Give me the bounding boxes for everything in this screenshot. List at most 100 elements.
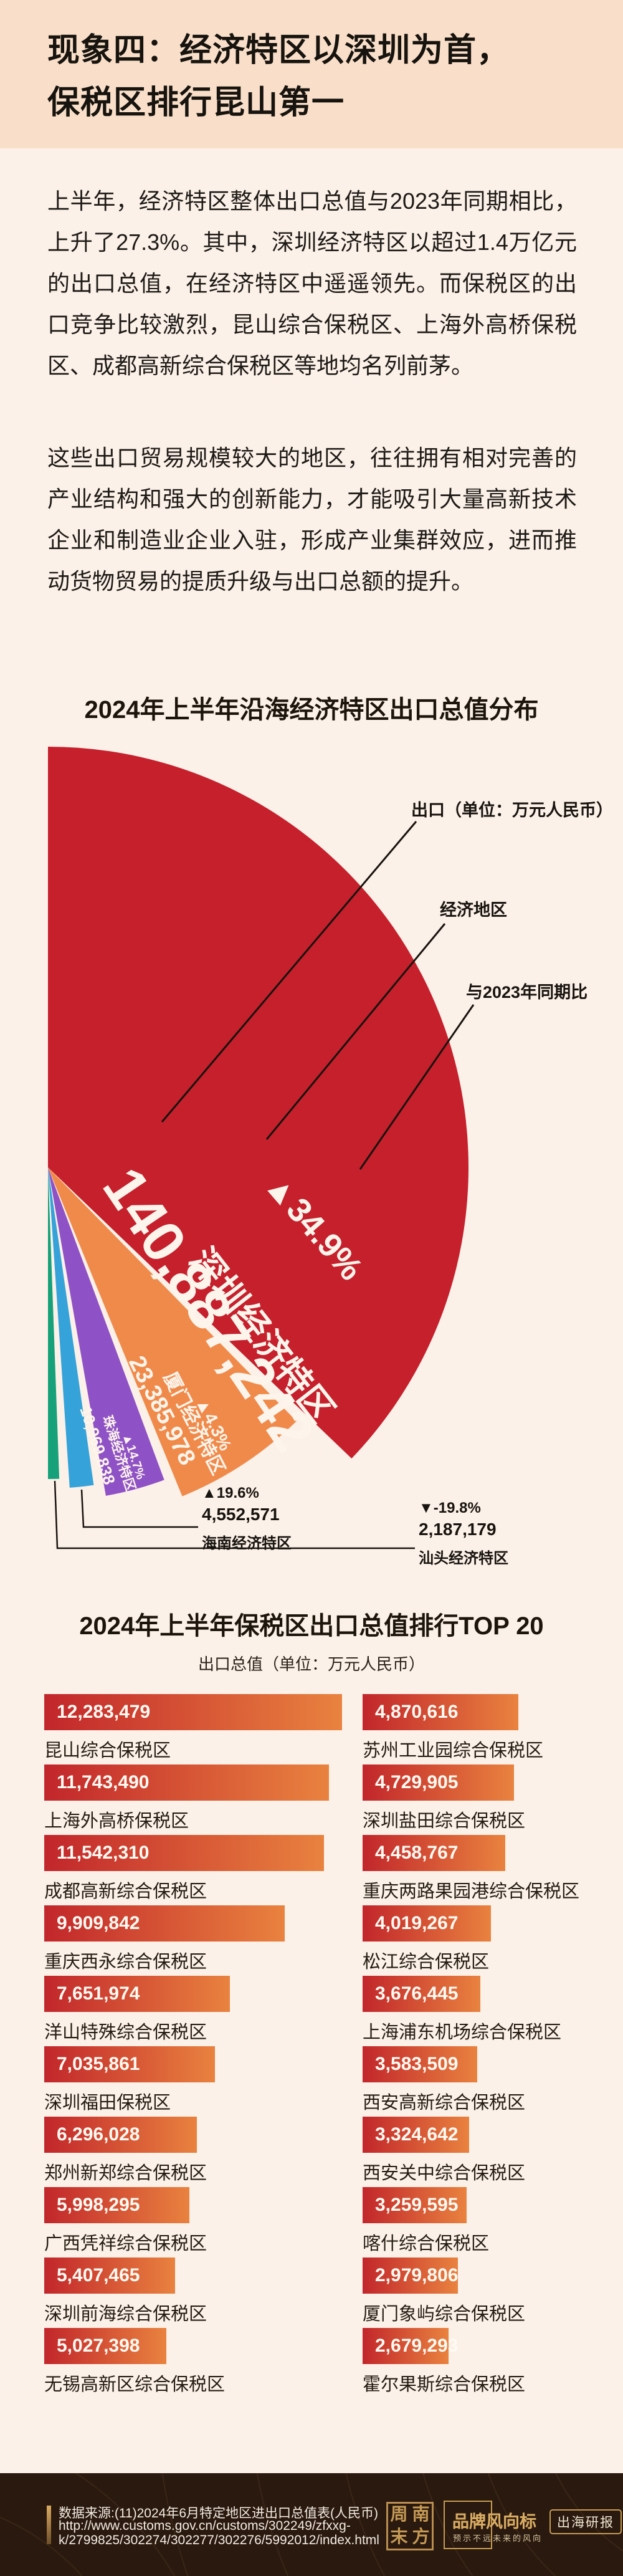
annotation-economic-region: 经济地区 bbox=[440, 901, 507, 919]
bar-value: 4,870,616 bbox=[375, 1702, 459, 1722]
bar-row-rank-17: 3,324,642 西安关中综合保税区 bbox=[363, 2117, 623, 2187]
bar: 4,019,267 bbox=[363, 1905, 491, 1942]
bar-row-rank-3: 11,542,310 成都高新综合保税区 bbox=[44, 1835, 343, 1905]
pie-slice-5 bbox=[48, 1167, 60, 1479]
bar-value: 5,407,465 bbox=[57, 2265, 140, 2286]
bar-label: 上海外高桥保税区 bbox=[44, 1811, 189, 1831]
bar: 3,259,595 bbox=[363, 2187, 467, 2223]
bar-row-rank-19: 2,979,806 厦门象屿综合保税区 bbox=[363, 2258, 623, 2328]
bar-row-rank-5: 7,651,974 洋山特殊综合保税区 bbox=[44, 1976, 343, 2046]
bar-value: 3,676,445 bbox=[375, 1983, 459, 2004]
bar-row-rank-6: 7,035,861 深圳福田保税区 bbox=[44, 2046, 343, 2117]
bar: 7,035,861 bbox=[44, 2046, 215, 2082]
bar-label: 西安关中综合保税区 bbox=[363, 2163, 526, 2183]
hainan-name: 海南经济特区 bbox=[202, 1535, 292, 1552]
bar-row-rank-9: 5,407,465 深圳前海综合保税区 bbox=[44, 2258, 343, 2328]
bar: 11,743,490 bbox=[44, 1764, 329, 1801]
annotation-yoy-compare: 与2023年同期比 bbox=[466, 983, 588, 1002]
shantou-value: 2,187,179 bbox=[419, 1520, 497, 1539]
bar-label: 喀什综合保税区 bbox=[363, 2234, 490, 2254]
bar: 6,296,028 bbox=[44, 2117, 197, 2153]
bar-row-rank-18: 3,259,595 喀什综合保税区 bbox=[363, 2187, 623, 2258]
bar-value: 6,296,028 bbox=[57, 2124, 140, 2145]
bar-row-rank-16: 3,583,509 西安高新综合保税区 bbox=[363, 2046, 623, 2117]
bar-row-rank-10: 5,027,398 无锡高新区综合保税区 bbox=[44, 2328, 343, 2398]
bar: 7,651,974 bbox=[44, 1976, 230, 2012]
bar-row-rank-2: 11,743,490 上海外高桥保税区 bbox=[44, 1764, 343, 1835]
bar-label: 霍尔果斯综合保税区 bbox=[363, 2375, 526, 2395]
top20-chart-subtitle: 出口总值（单位：万元人民币） bbox=[197, 1655, 425, 1673]
bar-label: 无锡高新区综合保税区 bbox=[44, 2375, 226, 2395]
bar-value: 3,259,595 bbox=[375, 2195, 459, 2215]
bar-row-rank-11: 4,870,616 苏州工业园综合保税区 bbox=[363, 1694, 623, 1764]
bar-label: 深圳前海综合保税区 bbox=[44, 2304, 207, 2324]
pie-slice-2 bbox=[48, 1167, 297, 1496]
bar: 3,676,445 bbox=[363, 1976, 480, 2012]
bar-label: 深圳盐田综合保税区 bbox=[363, 1811, 526, 1831]
callout-elbow-hainan bbox=[80, 1489, 198, 1528]
bar-row-rank-4: 9,909,842 重庆西永综合保税区 bbox=[44, 1905, 343, 1976]
bar-value: 3,583,509 bbox=[375, 2054, 459, 2074]
bar: 5,027,398 bbox=[44, 2328, 166, 2364]
bar-value: 4,458,767 bbox=[375, 1842, 459, 1863]
brand-subtitle: 预示不远未来的风向 bbox=[453, 2534, 543, 2543]
shantou-name: 汕头经济特区 bbox=[419, 1550, 508, 1567]
bar-value: 7,651,974 bbox=[57, 1983, 140, 2004]
bar-row-rank-8: 5,998,295 广西凭祥综合保税区 bbox=[44, 2187, 343, 2258]
bar-label: 成都高新综合保税区 bbox=[44, 1882, 207, 1902]
shantou-yoy: ▼-19.8% bbox=[419, 1500, 481, 1516]
bar-label: 苏州工业园综合保税区 bbox=[363, 1741, 544, 1761]
source-accent-bar bbox=[47, 2506, 51, 2544]
paragraph-2: 这些出口贸易规模较大的地区，往往拥有相对完善的产业结构和强大的创新能力，才能吸引… bbox=[47, 445, 577, 594]
bar-row-rank-20: 2,679,293 霍尔果斯综合保税区 bbox=[363, 2328, 623, 2398]
bar: 2,679,293 bbox=[363, 2328, 458, 2364]
bar-label: 厦门象屿综合保税区 bbox=[363, 2304, 526, 2324]
page-title-line-2: 保税区排行昆山第一 bbox=[47, 85, 345, 121]
brand-frame bbox=[444, 2501, 492, 2549]
bar-value: 2,679,293 bbox=[375, 2335, 459, 2356]
bar: 4,729,905 bbox=[363, 1764, 514, 1801]
bar-value: 9,909,842 bbox=[57, 1913, 140, 1933]
pie-chart-title: 2024年上半年沿海经济特区出口总值分布 bbox=[84, 696, 539, 724]
callout-hainan: ▲19.6% 4,552,571 海南经济特区 bbox=[202, 1485, 292, 1553]
bar-value: 11,542,310 bbox=[57, 1842, 150, 1863]
bar: 4,458,767 bbox=[363, 1835, 505, 1871]
source-line-3: k/2799825/302274/302277/302276/5992012/i… bbox=[59, 2533, 379, 2547]
seal-char-br: 方 bbox=[412, 2527, 430, 2547]
top20-chart-title: 2024年上半年保税区出口总值排行TOP 20 bbox=[79, 1612, 544, 1640]
bar: 5,998,295 bbox=[44, 2187, 189, 2223]
bar-row-rank-14: 4,019,267 松江综合保税区 bbox=[363, 1905, 623, 1976]
bar-value: 4,019,267 bbox=[375, 1913, 459, 1933]
bar-value: 2,979,806 bbox=[375, 2265, 459, 2286]
brand-logo: 品牌风向标 预示不远未来的风向 bbox=[444, 2501, 549, 2549]
bar: 12,283,479 bbox=[44, 1694, 342, 1730]
brand-seal: 南 周 方 末 bbox=[386, 2502, 434, 2550]
bar: 3,324,642 bbox=[363, 2117, 469, 2153]
bar: 5,407,465 bbox=[44, 2258, 175, 2294]
pie-slice-4 bbox=[48, 1167, 94, 1488]
bar: 11,542,310 bbox=[44, 1835, 324, 1871]
brand-title: 品牌风向标 bbox=[452, 2508, 536, 2532]
bar: 4,870,616 bbox=[363, 1694, 518, 1730]
bar-value: 5,027,398 bbox=[57, 2335, 140, 2356]
annotation-export-unit: 出口（单位：万元人民币） bbox=[411, 801, 613, 820]
bar-label: 广西凭祥综合保税区 bbox=[44, 2234, 207, 2254]
bar-row-rank-15: 3,676,445 上海浦东机场综合保税区 bbox=[363, 1976, 623, 2046]
callout-elbow-shantou bbox=[54, 1480, 415, 1549]
bar-value: 11,743,490 bbox=[57, 1772, 150, 1793]
bar-label: 郑州新郑综合保税区 bbox=[44, 2163, 207, 2183]
header-band: 现象四：经济特区以深圳为首， 保税区排行昆山第一 bbox=[0, 0, 623, 148]
bar-label: 昆山综合保税区 bbox=[44, 1741, 171, 1761]
bar-label: 重庆西永综合保税区 bbox=[44, 1952, 207, 1972]
pie-figure: 140,887,242 深圳经济特区 ▲34.9% 23,385,978 厦门经济特区 ▲… bbox=[0, 723, 623, 1589]
bar-column-left: 12,283,479 昆山综合保税区 11,743,490 上海外高桥保税区 11,54… bbox=[44, 1694, 343, 2398]
bar-label: 西安高新综合保税区 bbox=[363, 2093, 526, 2113]
hainan-value: 4,552,571 bbox=[202, 1505, 280, 1524]
bar-label: 深圳福田保税区 bbox=[44, 2093, 171, 2113]
bar-column-right: 4,870,616 苏州工业园综合保税区 4,729,905 深圳盐田综合保税区 4,4… bbox=[363, 1694, 623, 2398]
bar-label: 松江综合保税区 bbox=[363, 1952, 490, 1972]
brand-badge: 出海研报 bbox=[549, 2509, 622, 2534]
bar-row-rank-7: 6,296,028 郑州新郑综合保税区 bbox=[44, 2117, 343, 2187]
bar-label: 重庆两路果园港综合保税区 bbox=[363, 1882, 580, 1902]
